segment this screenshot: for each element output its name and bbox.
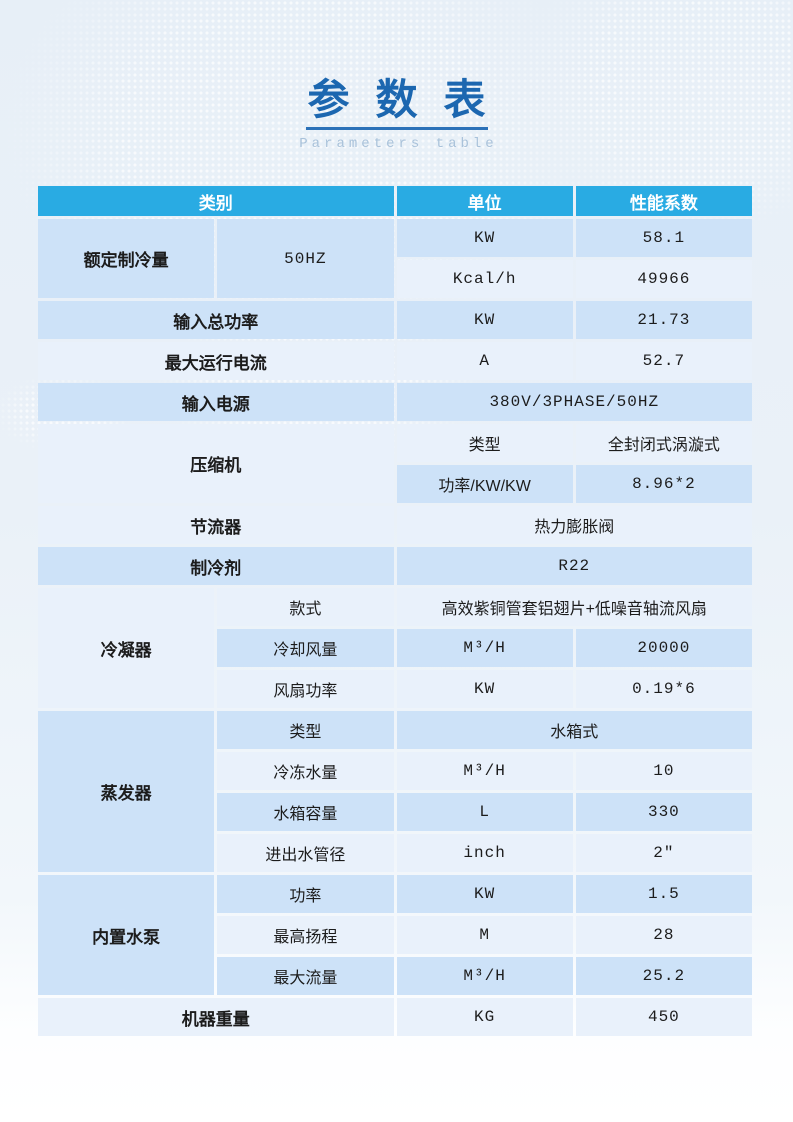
cell-total-input-power-unit: KW bbox=[396, 301, 573, 339]
table-row: 机器重量 KG 450 bbox=[38, 998, 752, 1036]
table-row: 风扇功率 KW 0.19*6 bbox=[38, 670, 752, 708]
cell-evaporator-type-value: 水箱式 bbox=[396, 711, 752, 749]
cell-evaporator-pipe-attr: 进出水管径 bbox=[217, 834, 394, 872]
cell-pump-label: 内置水泵 bbox=[38, 875, 215, 995]
cell-pump-power-attr: 功率 bbox=[217, 875, 394, 913]
cell-machine-weight-value: 450 bbox=[575, 998, 752, 1036]
table-row: 输入电源 380V/3PHASE/50HZ bbox=[38, 383, 752, 421]
cell-pump-power-unit: KW bbox=[396, 875, 573, 913]
table-header-row: 类别 单位 性能系数 bbox=[38, 186, 752, 216]
cell-pump-flow-value: 25.2 bbox=[575, 957, 752, 995]
table-row: 蒸发器 类型 水箱式 bbox=[38, 711, 752, 872]
cell-rated-cooling-kw-value: 58.1 bbox=[575, 219, 752, 257]
cell-evaporator-chilledwater-unit: M³/H bbox=[396, 752, 573, 790]
cell-rated-cooling-label: 额定制冷量 bbox=[38, 219, 215, 298]
header-unit: 单位 bbox=[396, 186, 573, 216]
table-row: 最大流量 M³/H 25.2 bbox=[38, 957, 752, 995]
cell-machine-weight-label: 机器重量 bbox=[38, 998, 394, 1036]
cell-input-power-supply-label: 输入电源 bbox=[38, 383, 394, 421]
table-row: 冷凝器 款式 高效紫铜管套铝翅片+低噪音轴流风扇 bbox=[38, 588, 752, 708]
table-row: 冷冻水量 M³/H 10 bbox=[38, 752, 752, 790]
header-category: 类别 bbox=[38, 186, 394, 216]
cell-max-running-current-unit: A bbox=[396, 342, 573, 380]
cell-throttle-label: 节流器 bbox=[38, 506, 394, 544]
cell-compressor-power-value: 8.96*2 bbox=[575, 465, 752, 503]
table-row: 功率/KW/KW 8.96*2 bbox=[38, 465, 752, 503]
cell-condenser-style-value: 高效紫铜管套铝翅片+低噪音轴流风扇 bbox=[396, 588, 752, 626]
cell-condenser-label: 冷凝器 bbox=[38, 588, 215, 708]
cell-throttle-value: 热力膨胀阀 bbox=[396, 506, 752, 544]
page-subtitle: Parameters table bbox=[299, 136, 498, 153]
table-row: 节流器 热力膨胀阀 bbox=[38, 506, 752, 544]
table-row: 输入总功率 KW 21.73 bbox=[38, 301, 752, 339]
cell-evaporator-type-attr: 类型 bbox=[217, 711, 394, 749]
cell-evaporator-pipe-unit: inch bbox=[396, 834, 573, 872]
cell-compressor-type-attr: 类型 bbox=[396, 424, 573, 462]
cell-machine-weight-unit: KG bbox=[396, 998, 573, 1036]
cell-condenser-fanpower-unit: KW bbox=[396, 670, 573, 708]
cell-compressor-type-value: 全封闭式涡漩式 bbox=[575, 424, 752, 462]
cell-pump-head-attr: 最高扬程 bbox=[217, 916, 394, 954]
cell-total-input-power-value: 21.73 bbox=[575, 301, 752, 339]
cell-max-running-current-value: 52.7 bbox=[575, 342, 752, 380]
cell-compressor-power-attr: 功率/KW/KW bbox=[396, 465, 573, 503]
table-row: 最大运行电流 A 52.7 bbox=[38, 342, 752, 380]
cell-refrigerant-label: 制冷剂 bbox=[38, 547, 394, 585]
cell-pump-head-value: 28 bbox=[575, 916, 752, 954]
cell-evaporator-tank-attr: 水箱容量 bbox=[217, 793, 394, 831]
cell-rated-cooling-condition: 50HZ bbox=[217, 219, 394, 298]
cell-rated-cooling-kcal-value: 49966 bbox=[575, 260, 752, 298]
cell-rated-cooling-kcal-unit: Kcal/h bbox=[396, 260, 573, 298]
page-title: 参数表 bbox=[307, 75, 512, 124]
title-underline bbox=[305, 127, 488, 131]
cell-condenser-airflow-value: 20000 bbox=[575, 629, 752, 667]
cell-condenser-fanpower-value: 0.19*6 bbox=[575, 670, 752, 708]
header-coefficient: 性能系数 bbox=[575, 186, 752, 216]
cell-evaporator-label: 蒸发器 bbox=[38, 711, 215, 872]
cell-evaporator-chilledwater-value: 10 bbox=[575, 752, 752, 790]
cell-rated-cooling-kw-unit: KW bbox=[396, 219, 573, 257]
cell-max-running-current-label: 最大运行电流 bbox=[38, 342, 394, 380]
cell-condenser-fanpower-attr: 风扇功率 bbox=[217, 670, 394, 708]
cell-total-input-power-label: 输入总功率 bbox=[38, 301, 394, 339]
cell-compressor-label: 压缩机 bbox=[38, 424, 394, 503]
cell-pump-power-value: 1.5 bbox=[575, 875, 752, 913]
cell-evaporator-tank-value: 330 bbox=[575, 793, 752, 831]
table-row: 压缩机 类型 全封闭式涡漩式 bbox=[38, 424, 752, 503]
cell-refrigerant-value: R22 bbox=[396, 547, 752, 585]
table-row: 内置水泵 功率 KW 1.5 bbox=[38, 875, 752, 995]
table-row: 制冷剂 R22 bbox=[38, 547, 752, 585]
table-row: 最高扬程 M 28 bbox=[38, 916, 752, 954]
cell-condenser-airflow-unit: M³/H bbox=[396, 629, 573, 667]
cell-condenser-style-attr: 款式 bbox=[217, 588, 394, 626]
cell-pump-flow-unit: M³/H bbox=[396, 957, 573, 995]
cell-evaporator-tank-unit: L bbox=[396, 793, 573, 831]
table-row: 冷却风量 M³/H 20000 bbox=[38, 629, 752, 667]
cell-pump-flow-attr: 最大流量 bbox=[217, 957, 394, 995]
table-row: 水箱容量 L 330 bbox=[38, 793, 752, 831]
cell-pump-head-unit: M bbox=[396, 916, 573, 954]
table-row: 进出水管径 inch 2″ bbox=[38, 834, 752, 872]
table-row: 额定制冷量 50HZ KW 58.1 bbox=[38, 219, 752, 298]
parameters-table: 类别 单位 性能系数 额定制冷量 50HZ KW 58.1 Kcal/h 499… bbox=[35, 183, 755, 1039]
cell-condenser-airflow-attr: 冷却风量 bbox=[217, 629, 394, 667]
table-row: Kcal/h 49966 bbox=[38, 260, 752, 298]
cell-evaporator-pipe-value: 2″ bbox=[575, 834, 752, 872]
title-block: 参数表 Parameters table bbox=[0, 75, 793, 153]
cell-input-power-supply-value: 380V/3PHASE/50HZ bbox=[396, 383, 752, 421]
cell-evaporator-chilledwater-attr: 冷冻水量 bbox=[217, 752, 394, 790]
